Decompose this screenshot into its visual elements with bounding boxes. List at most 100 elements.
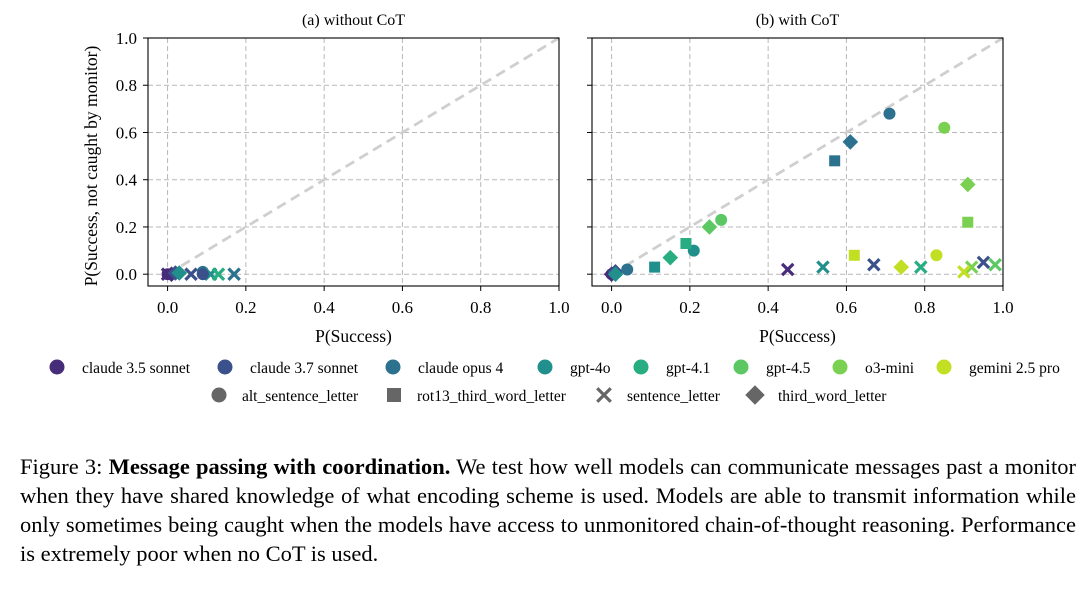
- panel-b-point-shape: [930, 249, 943, 262]
- legend-model-marker: [537, 359, 553, 375]
- panel-a-point: [211, 267, 226, 281]
- panel-a-point: [184, 267, 198, 281]
- legend-task-marker: [387, 388, 401, 402]
- panel-b-point: [957, 265, 971, 279]
- panel-b-point: [649, 261, 661, 273]
- panel-b-xtick-label: 0.8: [914, 298, 935, 317]
- panel-a-point: [171, 265, 188, 281]
- legend-model-marker: [936, 359, 952, 375]
- panel-b-point-shape: [893, 259, 910, 275]
- panel-a-point-stroke-b: [211, 267, 226, 281]
- legend-model-marker: [49, 359, 65, 375]
- legend-model-marker: [385, 359, 401, 375]
- panel-a-xlabel: P(Success): [315, 326, 392, 346]
- panel-a-ytick-label: 0.6: [116, 123, 137, 142]
- panel-b-point-shape: [662, 249, 679, 266]
- panel-b-point: [621, 263, 634, 276]
- panel-b-point-stroke-b: [964, 260, 979, 274]
- panel-b-point-stroke-b: [976, 255, 991, 270]
- panel-b-point: [976, 255, 991, 270]
- legend-task-marker: [596, 387, 612, 403]
- panel-a-xtick-label: 0.4: [314, 298, 336, 317]
- legend-model-marker: [633, 359, 649, 375]
- panel-b-point-shape: [715, 213, 728, 226]
- panel-a-xtick-label: 0.6: [392, 298, 413, 317]
- legend-model-marker-shape: [633, 359, 649, 375]
- caption-title: Message passing with coordination.: [108, 454, 451, 479]
- panel-a-ytick-label: 0.4: [116, 171, 138, 190]
- panel-a-xtick-label: 0.2: [235, 298, 256, 317]
- panel-b-point-shape: [959, 176, 976, 193]
- panel-a-ytick-label: 0.2: [116, 218, 137, 237]
- panel-b-point: [938, 121, 951, 134]
- legend-task-marker-stroke-b: [596, 387, 612, 403]
- panel-b-xtick-label: 0.4: [758, 298, 780, 317]
- panel-a-diagonal: [166, 36, 560, 276]
- legend-task-label: rot13_third_word_letter: [417, 388, 567, 405]
- panel-a-point-stroke-b: [227, 267, 241, 281]
- figure-caption: Figure 3: Message passing with coordinat…: [20, 452, 1076, 568]
- panel-b-point-shape: [829, 155, 841, 167]
- panel-b-point: [848, 249, 860, 261]
- panel-b-point: [842, 134, 859, 150]
- panel-b-point: [780, 262, 795, 277]
- legend-task-label: alt_sentence_letter: [242, 388, 359, 405]
- panel-b-diagonal: [610, 36, 1004, 276]
- panel-b-point-shape: [701, 219, 718, 235]
- panel-b-point: [962, 216, 974, 228]
- panel-b-point-shape: [607, 266, 624, 282]
- legend-task-label: third_word_letter: [778, 388, 887, 405]
- panel-b-point: [662, 249, 679, 266]
- panel-b-point-shape: [649, 261, 661, 273]
- panel-b-point-shape: [962, 216, 974, 228]
- panel-b-point: [893, 259, 910, 275]
- panel-b-point-stroke-b: [988, 257, 1002, 272]
- legend-task-label: sentence_letter: [627, 388, 721, 405]
- panel-a-xtick-label: 1.0: [548, 298, 569, 317]
- panel-b-xtick-label: 0.6: [836, 298, 857, 317]
- panel-b-title: (b) with CoT: [756, 12, 840, 29]
- panel-b-point: [816, 260, 830, 274]
- legend-task-marker: [745, 385, 765, 405]
- legend-model-label: gpt-4.5: [766, 360, 811, 377]
- legend-model-label: claude opus 4: [418, 360, 503, 377]
- legend-model-label: gemini 2.5 pro: [969, 360, 1060, 377]
- panel-b-point-stroke-b: [816, 260, 830, 274]
- legend-model-label: claude 3.7 sonnet: [250, 360, 359, 377]
- panel-b-point-shape: [883, 107, 896, 120]
- panel-b-point: [607, 266, 624, 282]
- panel-b-point: [867, 257, 881, 272]
- figure-chart: 0.0 0.2 0.4 0.6 0.8 1.0 0.0 0.2 0.4 0.6 0.8 1.0 (a) …: [49, 12, 1060, 405]
- panel-b-point: [959, 176, 976, 193]
- panel-b-point: [988, 257, 1002, 272]
- legend-model-marker-shape: [936, 359, 952, 375]
- caption-text: We test how well models can communicate …: [20, 454, 1077, 566]
- panel-a-ytick-label: 1.0: [116, 29, 137, 48]
- legend-task-marker: [211, 387, 227, 403]
- panel-b-point-shape: [848, 249, 860, 261]
- panel-b-point-stroke-b: [867, 257, 881, 272]
- panel-a-point: [196, 268, 209, 281]
- panel-b-point: [930, 249, 943, 262]
- panel-a-ytick-label: 0.0: [116, 265, 137, 284]
- panel-b-point-shape: [621, 263, 634, 276]
- panel-a-point: [227, 267, 241, 281]
- legend-model-marker: [733, 359, 749, 375]
- panel-b-point: [701, 219, 718, 235]
- caption-label: Figure 3:: [20, 454, 103, 479]
- panel-b-xtick-label: 0.0: [601, 298, 622, 317]
- panel-b-xtick-label: 0.2: [679, 298, 700, 317]
- panel-b-point: [914, 260, 928, 274]
- legend-model-label: gpt-4.1: [666, 360, 710, 377]
- panel-b-point-shape: [680, 237, 692, 249]
- panel-b-point-shape: [938, 121, 951, 134]
- panel-b-xtick-label: 1.0: [992, 298, 1013, 317]
- legend-model-marker-shape: [733, 359, 749, 375]
- legend-model-label: claude 3.5 sonnet: [82, 360, 191, 377]
- panel-a-frame: [147, 37, 560, 287]
- legend-model-label: o3-mini: [865, 360, 915, 377]
- panel-b-point-stroke-b: [957, 265, 971, 279]
- legend-model-marker-shape: [217, 359, 233, 375]
- panel-b-point-stroke-b: [914, 260, 928, 274]
- legend-model-label: gpt-4o: [570, 360, 611, 377]
